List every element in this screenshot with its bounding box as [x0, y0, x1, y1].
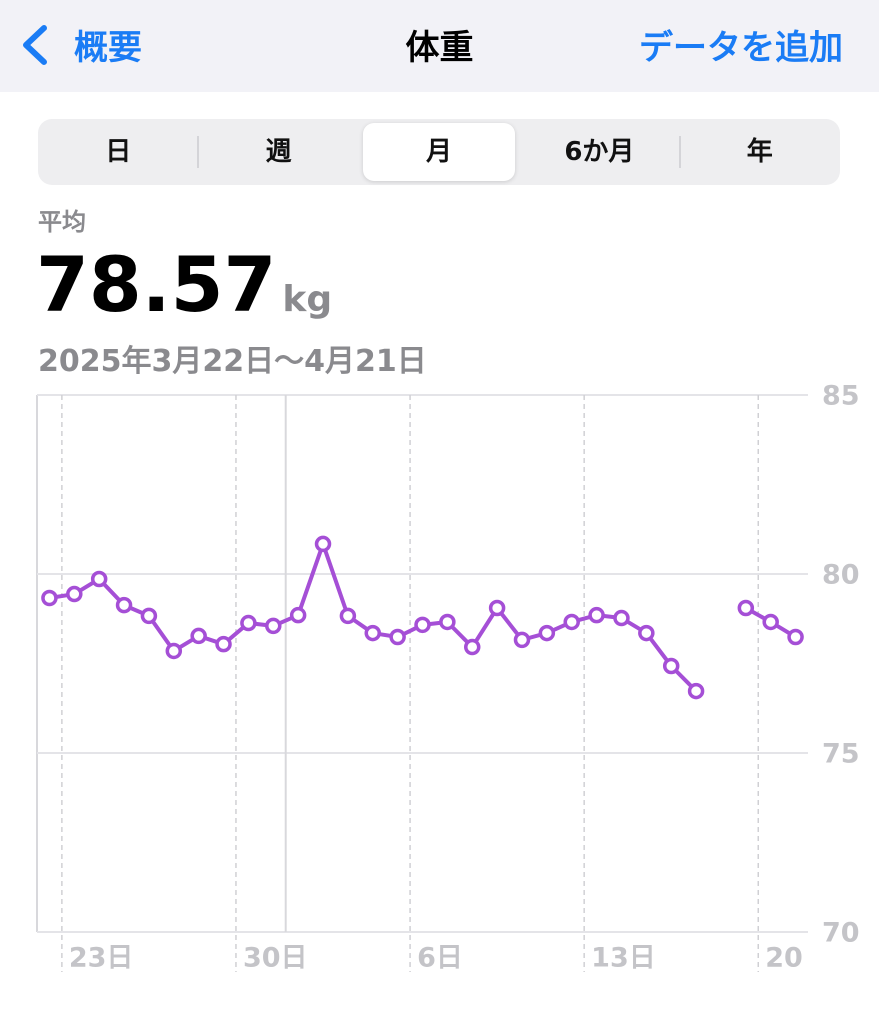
x-tick-label: 13日: [591, 943, 656, 974]
data-point: [240, 614, 257, 632]
add-data-button[interactable]: データを追加: [639, 28, 843, 68]
data-point: [662, 657, 680, 675]
y-tick-label: 75: [822, 739, 860, 770]
chart: 70 75 80 85 23日 30日 6日 13日 20: [36, 381, 860, 974]
data-point: [762, 613, 779, 631]
back-chevron[interactable]: [18, 24, 52, 66]
y-tick-label: 70: [822, 918, 860, 949]
selected-pill: [362, 123, 516, 181]
data-point: [687, 682, 705, 700]
data-point: [215, 635, 232, 653]
data-point: [787, 628, 804, 646]
data-point: [140, 607, 158, 625]
data-point: [41, 589, 58, 607]
average-label: 平均: [38, 208, 86, 236]
data-point: [289, 606, 307, 624]
data-point: [414, 616, 431, 634]
separator: [197, 136, 200, 168]
date-range: 2025年3月22日～4月21日: [38, 344, 427, 379]
data-point: [613, 609, 630, 627]
data-point: [165, 642, 183, 660]
data-point: [90, 570, 108, 588]
data-point: [538, 624, 556, 642]
segment[interactable]: 年: [746, 137, 773, 167]
data-point: [563, 613, 580, 631]
data-point: [638, 624, 655, 642]
data-point: [737, 599, 755, 617]
y-tick-label: 85: [822, 381, 860, 412]
segment[interactable]: 月: [425, 137, 452, 167]
nav-title: 体重: [405, 28, 474, 68]
x-tick-label: 23日: [69, 943, 134, 974]
data-point: [513, 631, 531, 649]
segment[interactable]: 週: [265, 137, 292, 167]
segment[interactable]: 日: [105, 137, 132, 167]
average: 78.57 kg: [36, 240, 332, 329]
data-point: [265, 617, 282, 635]
data-point: [439, 613, 456, 631]
x-tick-label: 6日: [417, 943, 463, 974]
segmented-control: 日 週 月 6か月 年: [38, 119, 840, 185]
data-point: [488, 599, 506, 617]
average-unit: kg: [282, 279, 333, 320]
data-point: [463, 638, 481, 656]
segment[interactable]: 6か月: [564, 137, 635, 167]
x-tick-label: 30日: [243, 943, 308, 974]
separator: [678, 136, 681, 168]
data-point: [339, 607, 357, 625]
y-tick-label: 80: [822, 560, 860, 591]
data-point: [314, 535, 332, 553]
back-button[interactable]: 概要: [74, 28, 142, 68]
data-point: [115, 596, 133, 614]
data-point: [389, 628, 406, 646]
nav-bar: 概要 体重 データを追加: [0, 0, 879, 92]
x-tick-label: 20: [765, 943, 803, 974]
average-value: 78.57: [36, 240, 277, 329]
data-point: [66, 585, 83, 603]
data-point: [364, 624, 382, 642]
data-point: [190, 627, 207, 645]
data-point: [588, 606, 605, 624]
